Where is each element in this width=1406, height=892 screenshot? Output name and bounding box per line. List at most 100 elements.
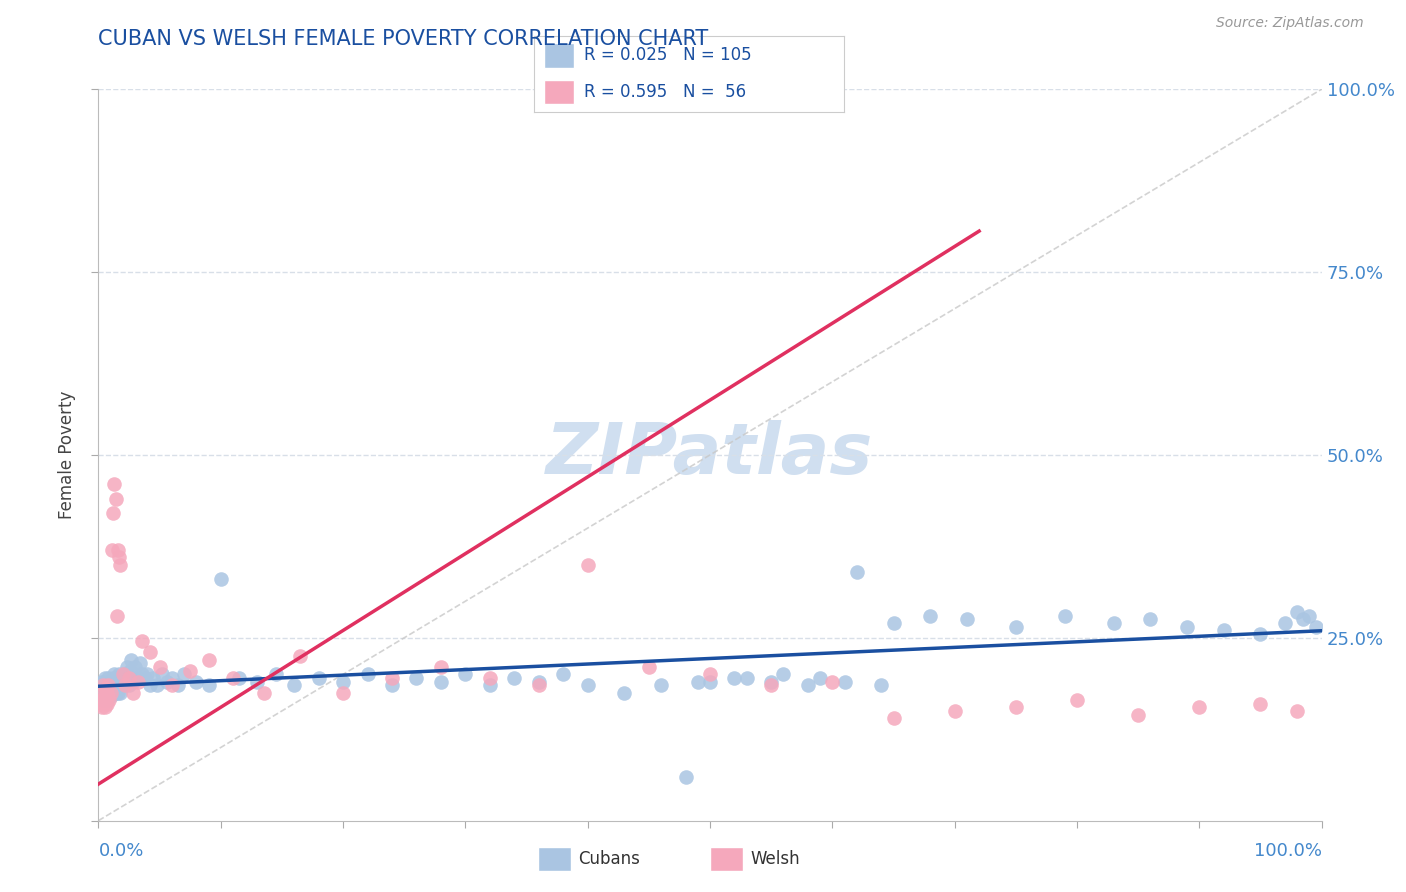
- Point: [613, 686, 636, 700]
- Point: [118, 671, 141, 685]
- Point: [105, 608, 128, 623]
- Text: CUBAN VS WELSH FEMALE POVERTY CORRELATION CHART: CUBAN VS WELSH FEMALE POVERTY CORRELATIO…: [98, 29, 709, 48]
- Point: [107, 543, 129, 558]
- FancyBboxPatch shape: [544, 79, 575, 104]
- Point: [107, 678, 129, 692]
- Point: [430, 674, 453, 689]
- Point: [160, 671, 183, 685]
- Point: [114, 674, 136, 689]
- Point: [98, 693, 121, 707]
- Point: [478, 671, 501, 685]
- Point: [129, 657, 152, 671]
- Point: [97, 671, 120, 685]
- Point: [111, 667, 134, 681]
- Point: [197, 653, 219, 667]
- Point: [118, 678, 141, 692]
- Point: [131, 667, 153, 681]
- Point: [454, 667, 477, 681]
- Point: [101, 671, 124, 685]
- Point: [91, 700, 114, 714]
- Point: [104, 678, 127, 692]
- Point: [356, 667, 378, 681]
- Point: [121, 674, 143, 689]
- Point: [332, 674, 354, 689]
- Point: [96, 686, 118, 700]
- Point: [111, 674, 134, 689]
- Point: [883, 616, 905, 631]
- Point: [167, 678, 190, 692]
- FancyBboxPatch shape: [537, 847, 571, 871]
- Point: [870, 678, 893, 692]
- Point: [93, 690, 115, 704]
- Point: [650, 678, 672, 692]
- Point: [761, 674, 783, 689]
- Point: [772, 667, 794, 681]
- Point: [920, 608, 942, 623]
- Point: [149, 660, 172, 674]
- Point: [883, 711, 905, 725]
- Text: 0.0%: 0.0%: [98, 842, 143, 860]
- Point: [91, 693, 114, 707]
- Point: [127, 671, 149, 685]
- Point: [101, 678, 124, 692]
- Point: [131, 634, 153, 648]
- Point: [121, 686, 143, 700]
- Point: [264, 667, 287, 681]
- Point: [186, 674, 208, 689]
- Point: [136, 667, 159, 681]
- Point: [1004, 700, 1026, 714]
- Point: [97, 690, 120, 704]
- Point: [110, 686, 132, 700]
- Point: [1298, 608, 1320, 623]
- Point: [104, 686, 127, 700]
- Point: [134, 671, 156, 685]
- Point: [112, 667, 135, 681]
- Point: [527, 678, 550, 692]
- Point: [90, 693, 112, 707]
- Point: [117, 671, 139, 685]
- Point: [100, 686, 122, 700]
- Point: [156, 674, 179, 689]
- Point: [96, 693, 118, 707]
- Point: [761, 678, 783, 692]
- Point: [1212, 624, 1234, 638]
- Point: [124, 660, 146, 674]
- Point: [94, 678, 117, 692]
- Point: [675, 770, 697, 784]
- Point: [308, 671, 330, 685]
- Point: [105, 671, 128, 685]
- Point: [699, 674, 721, 689]
- Point: [430, 660, 453, 674]
- Point: [114, 678, 136, 692]
- Point: [97, 678, 120, 692]
- Point: [1139, 613, 1161, 627]
- Point: [209, 572, 232, 586]
- Point: [120, 653, 142, 667]
- Point: [101, 686, 124, 700]
- Point: [110, 671, 132, 685]
- Point: [173, 667, 195, 681]
- Point: [104, 491, 127, 506]
- Point: [110, 558, 132, 572]
- Point: [405, 671, 427, 685]
- Point: [103, 667, 125, 681]
- Text: R = 0.025   N = 105: R = 0.025 N = 105: [583, 46, 751, 64]
- Point: [252, 686, 274, 700]
- Point: [1053, 608, 1076, 623]
- Point: [1292, 613, 1315, 627]
- Point: [943, 704, 966, 718]
- Point: [1175, 620, 1198, 634]
- Point: [228, 671, 250, 685]
- Point: [699, 667, 721, 681]
- Point: [93, 671, 115, 685]
- Point: [91, 674, 114, 689]
- Point: [735, 671, 758, 685]
- Point: [96, 697, 118, 711]
- Point: [120, 664, 142, 678]
- Text: R = 0.595   N =  56: R = 0.595 N = 56: [583, 83, 747, 101]
- Point: [1102, 616, 1125, 631]
- Point: [956, 613, 979, 627]
- Point: [381, 678, 404, 692]
- Point: [101, 674, 124, 689]
- Point: [91, 693, 114, 707]
